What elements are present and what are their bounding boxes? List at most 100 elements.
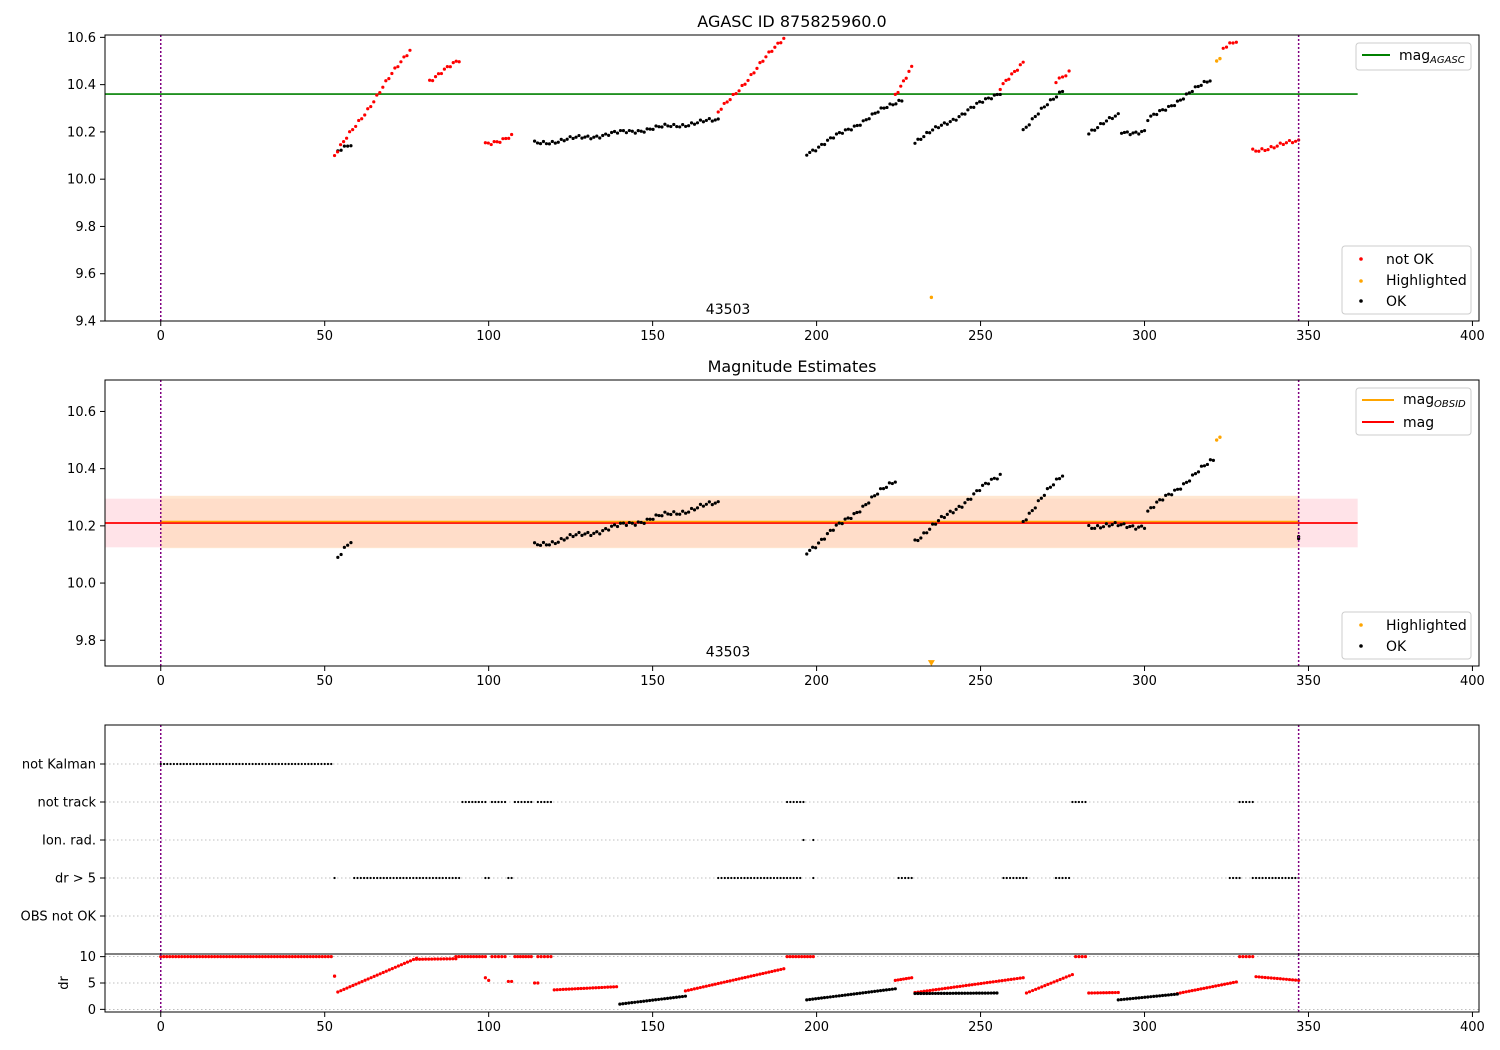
ok-point [657, 513, 661, 518]
dr-not-ok-point [469, 955, 473, 959]
dr-ok-point [819, 996, 824, 1000]
flag-point [812, 876, 815, 880]
not-ok-point [719, 107, 723, 111]
ok-point [607, 528, 611, 532]
not-ok-point [743, 82, 747, 86]
ok-point [1125, 130, 1129, 134]
ok-point [942, 121, 946, 125]
dr-not-ok-point [1070, 972, 1074, 977]
flag-point [362, 876, 366, 880]
dr-not-ok-point [177, 955, 181, 959]
dr-not-ok-point [299, 955, 303, 959]
dr-ok-point [814, 997, 818, 1001]
ok-point [1033, 506, 1037, 510]
flag-point [274, 762, 277, 766]
dr-not-ok-point [1040, 985, 1044, 989]
ok-point [933, 522, 938, 526]
ok-point [574, 533, 578, 537]
dr-not-ok-point [1251, 955, 1255, 959]
not-ok-point [755, 66, 759, 70]
panel-agasc-frame [104, 34, 1480, 322]
dr-not-ok-point [305, 955, 309, 959]
not-ok-point [773, 45, 777, 49]
flag-point [530, 800, 533, 804]
not-ok-point [740, 83, 744, 88]
dr-ok-point [974, 991, 979, 995]
dr-not-ok-point [1238, 955, 1242, 959]
dr-not-ok-point [427, 957, 431, 961]
flag-point [182, 762, 185, 766]
ok-point [636, 520, 640, 524]
ok-point [562, 139, 566, 143]
dr-ok-point [870, 990, 874, 994]
flag-point [307, 762, 310, 766]
ok-point [701, 504, 706, 508]
dr-not-ok-point [1199, 987, 1203, 991]
ok-point [541, 139, 546, 144]
dr-not-ok-point [387, 968, 391, 972]
dr-not-ok-point [1263, 975, 1267, 980]
dr-not-ok-point [272, 955, 277, 959]
ok-point [814, 149, 818, 153]
ok-point [1042, 493, 1046, 497]
not-ok-point [454, 59, 458, 63]
ok-point [1175, 99, 1180, 103]
dr-not-ok-point [1098, 991, 1103, 995]
panel-mag-ytick-label: 10.6 [67, 405, 96, 420]
dr-not-ok-point [1030, 988, 1035, 993]
dr-not-ok-point [928, 988, 932, 993]
dr-ok-point [864, 990, 868, 995]
not-ok-point [910, 64, 914, 68]
dr-not-ok-point [284, 955, 288, 959]
legend-mag-agasc-sub: AGASC [1429, 55, 1465, 66]
ok-point [535, 543, 540, 547]
ok-point [861, 504, 865, 508]
flag-point [405, 876, 408, 880]
dr-ok-point [828, 995, 832, 999]
flag-point [421, 876, 425, 880]
ok-point [565, 536, 569, 540]
dr-not-ok-point [1101, 991, 1106, 995]
dr-not-ok-point [1107, 991, 1112, 995]
ok-point [1096, 126, 1100, 130]
dr-ok-point [954, 991, 958, 995]
ok-point [1170, 493, 1174, 497]
dr-not-ok-point [1219, 983, 1224, 987]
flag-point [763, 876, 766, 880]
dr-not-ok-point [336, 990, 340, 994]
ok-point [672, 510, 676, 514]
ok-point [1131, 131, 1135, 135]
ok-point [1167, 492, 1171, 496]
flag-point [1081, 800, 1084, 804]
not-ok-point [770, 49, 774, 53]
ok-point [811, 148, 815, 152]
ok-point [1211, 458, 1215, 462]
ok-point [559, 536, 563, 541]
dr-ok-point [989, 991, 993, 995]
dr-not-ok-point [539, 955, 543, 959]
dr-not-ok-point [1181, 990, 1185, 994]
flag-point [461, 800, 464, 804]
dr-not-ok-point [1061, 976, 1065, 980]
ok-point [1048, 98, 1053, 102]
dr-not-ok-point [302, 955, 306, 959]
panel-agasc-xtick-label: 50 [316, 329, 333, 344]
not-ok-point [433, 75, 438, 79]
dr-ok-point [939, 991, 943, 995]
ok-point [1113, 520, 1117, 525]
ok-point [870, 495, 874, 499]
highlighted-point [1218, 435, 1222, 439]
not-ok-point [428, 78, 432, 82]
flag-category-label: Ion. rad. [42, 834, 96, 849]
ok-point [580, 533, 584, 537]
dr-not-ok-point [372, 974, 376, 978]
not-ok-point [752, 71, 756, 75]
ok-point [684, 511, 688, 515]
dr-not-ok-point [788, 955, 792, 959]
dr-not-ok-point [564, 987, 568, 991]
dr-not-ok-point [480, 955, 485, 959]
panel-mag-ytick-label: 10.0 [67, 577, 96, 592]
ok-point [695, 506, 700, 510]
flag-point [549, 800, 553, 804]
panel-dr-xtick-label: 300 [1132, 1020, 1157, 1035]
